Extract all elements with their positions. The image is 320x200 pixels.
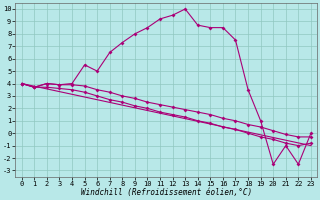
X-axis label: Windchill (Refroidissement éolien,°C): Windchill (Refroidissement éolien,°C) (81, 188, 252, 197)
